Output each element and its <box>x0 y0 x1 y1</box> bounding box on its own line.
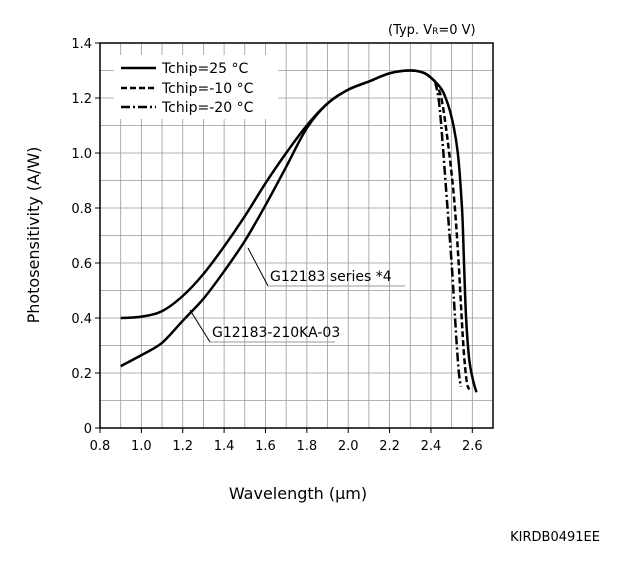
x-tick-label: 1.4 <box>214 439 235 454</box>
annotation-g12183-210ka-03: G12183-210KA-03 <box>212 325 340 341</box>
x-tick-label: 1.8 <box>296 439 317 454</box>
annotation-g12183-series: G12183 series *4 <box>270 269 392 285</box>
y-tick-label: 0 <box>84 422 92 437</box>
legend-label-25c: Tchip=25 °C <box>161 61 249 77</box>
x-tick-label: 2.0 <box>338 439 359 454</box>
y-tick-label: 0.6 <box>71 257 92 272</box>
series-annotation-leader <box>247 247 269 287</box>
y-tick-label: 0.8 <box>71 202 92 217</box>
series-line-4 <box>433 81 463 387</box>
x-tick-label: 0.8 <box>90 439 111 454</box>
document-code: KIRDB0491EE <box>510 530 600 545</box>
measurement-condition: (Typ. VR=0 V) <box>388 23 476 38</box>
x-tick-label: 2.6 <box>462 439 483 454</box>
series-line-1 <box>120 69 436 368</box>
y-tick-label: 1.4 <box>71 37 92 52</box>
x-tick-label: 1.6 <box>255 439 276 454</box>
y-tick-label: 0.4 <box>71 312 92 327</box>
plot-frame <box>99 42 494 429</box>
x-tick-label: 2.4 <box>421 439 442 454</box>
x-axis-title: Wavelength (μm) <box>229 484 367 503</box>
y-tick-label: 1.2 <box>71 92 92 107</box>
y-tick-label: 1.0 <box>71 147 92 162</box>
legend-label-minus20c: Tchip=-20 °C <box>161 100 254 116</box>
x-tick-label: 1.0 <box>131 439 152 454</box>
y-axis-title: Photosensitivity (A/W) <box>24 147 43 324</box>
series-layer <box>120 69 478 393</box>
series-line-3 <box>433 81 471 390</box>
legend: Tchip=25 °C Tchip=-10 °C Tchip=-20 °C <box>114 55 278 119</box>
x-tick-label: 2.2 <box>379 439 400 454</box>
tick-labels: 0.8 1.0 1.2 1.4 1.6 1.8 2.0 2.2 2.4 2.6 0 0.2 0.4 0.6… <box>71 37 482 454</box>
annotation-layer: G12183 series *4 G12183-210KA-03 <box>189 247 405 343</box>
y-tick-label: 0.2 <box>71 367 92 382</box>
g12183-210ka-03-annotation-leader <box>189 309 211 343</box>
legend-label-minus10c: Tchip=-10 °C <box>161 81 254 97</box>
x-tick-label: 1.2 <box>172 439 193 454</box>
series-line-2 <box>434 80 478 393</box>
